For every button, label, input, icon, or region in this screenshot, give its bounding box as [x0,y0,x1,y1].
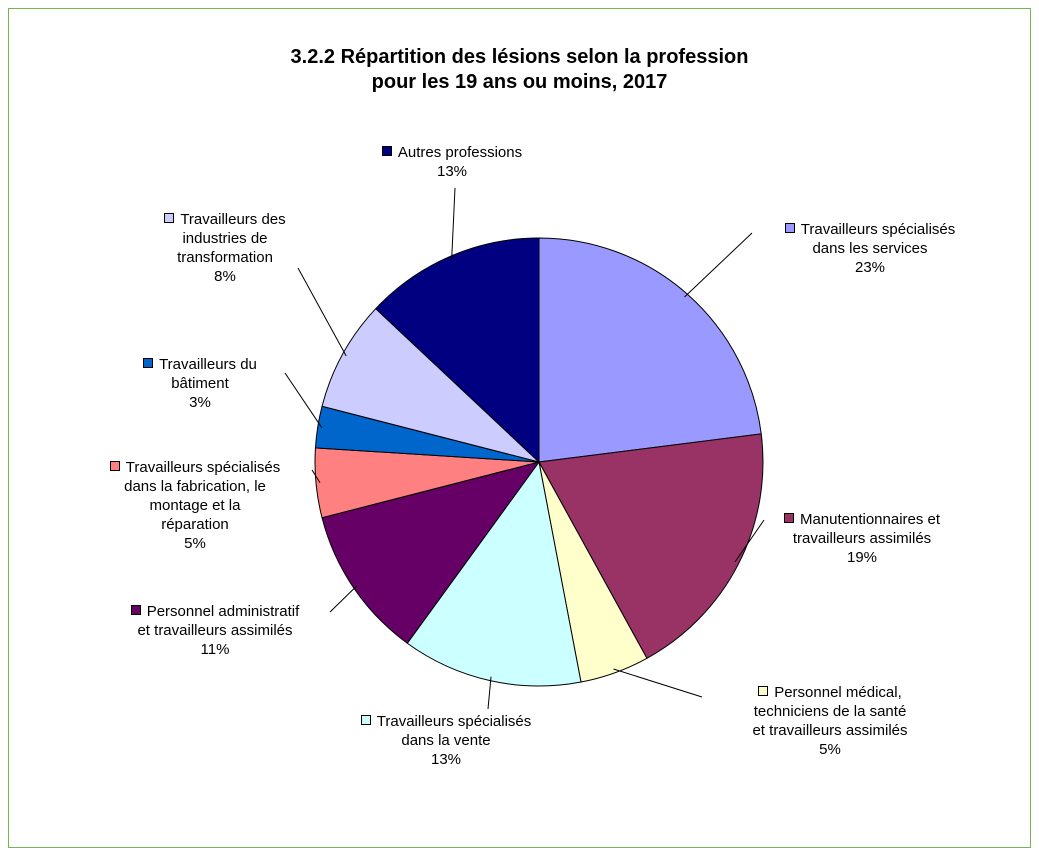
value-label: 13% [430,751,462,768]
leader-line [684,232,753,298]
slice-label: Travailleurs du bâtiment 3% [70,355,330,412]
leader-line [311,469,321,483]
category-label: Travailleurs spécialisés dans la fabrica… [124,459,281,533]
pie-slice [321,461,541,644]
pie-slice [321,307,540,463]
slice-label: Manutentionnaires et travailleurs assimi… [732,510,992,567]
category-label: Personnel médical, techniciens de la san… [752,684,908,739]
slice-label: Travailleurs spécialisés dans la fabrica… [65,458,325,553]
legend-swatch [109,461,120,471]
value-label: 5% [819,741,841,758]
value-label: 13% [436,163,468,180]
legend-swatch [360,715,371,725]
slice-label: Travailleurs spécialisés dans la vente 13… [316,712,576,769]
slice-label: Autres professions 13% [322,143,582,181]
category-label: Travailleurs spécialisés dans les servic… [800,221,956,257]
value-label: 3% [189,394,211,411]
pie-slice [538,237,762,463]
leader-line [613,668,703,698]
value-label: 5% [184,535,206,552]
category-label: Autres professions [397,144,523,161]
legend-swatch [783,513,794,523]
chart-title: 3.2.2 Répartition des lésions selon la p… [290,46,749,93]
leader-line [487,676,492,710]
legend-swatch [381,146,392,156]
pie-slice [538,433,764,659]
slice-label: Travailleurs des industries de transform… [95,210,355,286]
slice-label: Travailleurs spécialisés dans les servic… [740,220,1000,277]
value-label: 11% [200,641,230,658]
slice-label: Personnel médical, techniciens de la san… [700,683,960,759]
pie-slice [375,237,540,464]
value-label: 19% [846,549,878,566]
leader-line [451,187,456,261]
slice-label: Personnel administratif et travailleurs … [85,602,345,659]
legend-swatch [130,605,141,615]
legend-swatch [143,358,154,368]
legend-swatch [164,213,175,223]
category-label: Travailleurs spécialisés dans la vente [376,713,532,749]
category-label: Personnel administratif et travailleurs … [137,603,300,639]
value-label: 23% [854,259,886,276]
leader-line [329,585,358,613]
leader-line [734,519,765,563]
leader-line [297,267,347,357]
category-label: Manutentionnaires et travailleurs assimi… [792,511,941,547]
legend-swatch [784,223,795,233]
legend-swatch [758,686,769,696]
category-label: Travailleurs des industries de transform… [177,211,286,266]
leader-line [284,372,323,428]
value-label: 8% [214,268,236,285]
category-label: Travailleurs du bâtiment [159,356,257,392]
chart-frame [8,8,1031,848]
